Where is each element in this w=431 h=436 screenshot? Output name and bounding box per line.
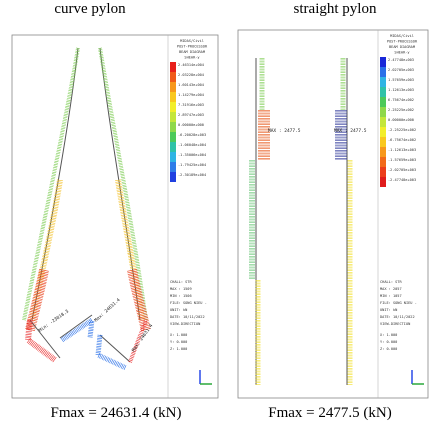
legend-header: SHEAR-y <box>184 56 200 60</box>
legend-swatch <box>380 137 386 147</box>
legend-label: -1.12613e+003 <box>388 148 416 152</box>
legend-swatch <box>170 142 176 152</box>
legend-label: -2.02705e+003 <box>388 168 416 172</box>
legend-header: MIDAS/Civil <box>390 34 414 38</box>
info-text: VIEW-DIRECTION <box>380 322 410 326</box>
legend-label: 1.60143e+004 <box>178 83 204 87</box>
info-text: X: 1.000 <box>380 333 397 337</box>
legend-swatch <box>380 177 386 187</box>
legend-header: MIDAS/Civil <box>180 39 204 43</box>
legend-label: 1.12613e+003 <box>388 88 414 92</box>
legend-swatch <box>380 117 386 127</box>
legend-label: 2.89747e+003 <box>178 113 204 117</box>
legend-label: -2.25225e+002 <box>388 128 416 132</box>
legend-label: -2.47748e+003 <box>388 178 416 182</box>
info-text: MAX : 1509 <box>170 287 192 291</box>
legend-label: -6.20028e+003 <box>178 133 206 137</box>
legend-swatch <box>170 92 176 102</box>
legend-header: BEAM DIAGRAM <box>389 45 416 49</box>
info-text: MAX : 2057 <box>380 287 402 291</box>
legend-label: 7.31916e+003 <box>178 103 204 107</box>
legend-swatch <box>170 112 176 122</box>
legend-header: BEAM DIAGRAM <box>179 50 206 54</box>
legend-swatch <box>170 102 176 112</box>
legend-label: -1.35006e+004 <box>178 153 206 157</box>
legend-label: 2.46314e+004 <box>178 63 204 67</box>
legend-swatch <box>170 62 176 72</box>
info-text: CHALL: STR <box>170 280 192 284</box>
info-text: FILE: SONG NIEU - <box>380 301 417 305</box>
legend-swatch <box>380 157 386 167</box>
legend-swatch <box>170 152 176 162</box>
info-text: MIN : 1506 <box>170 294 192 298</box>
info-text: Z: 1.000 <box>170 347 187 351</box>
info-text: VIEW-DIRECTION <box>170 322 200 326</box>
legend-swatch <box>380 87 386 97</box>
panel-caption: Fmax = 24631.4 (kN) <box>51 405 182 421</box>
annotation: MAX : 2477.5 <box>334 128 367 134</box>
info-text: DATE: 10/11/2022 <box>170 315 205 319</box>
info-text: DATE: 10/11/2022 <box>380 315 415 319</box>
legend-swatch <box>170 122 176 132</box>
panel-frame <box>238 30 428 398</box>
panel-caption: Fmax = 2477.5 (kN) <box>268 405 391 421</box>
info-text: Y: 0.000 <box>380 340 397 344</box>
info-text: X: 1.000 <box>170 333 187 337</box>
legend-swatch <box>170 172 176 182</box>
legend-swatch <box>380 127 386 137</box>
info-text: Z: 0.000 <box>380 347 397 351</box>
legend-header: SHEAR-y <box>394 51 410 55</box>
legend-label: 1.14279e+004 <box>178 93 204 97</box>
figure: curve pylon Fmax = 24631.4 (kN) MIDAS/Civi… <box>0 0 431 436</box>
legend-swatch <box>170 132 176 142</box>
legend-label: -1.06048e+004 <box>178 143 206 147</box>
legend-swatch <box>170 82 176 92</box>
legend-swatch <box>380 147 386 157</box>
legend-label: 2.02705e+003 <box>388 68 414 72</box>
info-text: CHALL: STR <box>380 280 402 284</box>
legend-label: -1.79425e+004 <box>178 163 206 167</box>
panel-title: curve pylon <box>54 1 126 17</box>
legend-label: 2.25225e+002 <box>388 108 414 112</box>
legend-label: 0.00000e+000 <box>178 123 204 127</box>
page: {"panels": [ {"title": "curve pylon", "c… <box>0 0 431 436</box>
legend-label: -1.57659e+003 <box>388 158 416 162</box>
legend-label: 6.75674e+002 <box>388 98 414 102</box>
legend-swatch <box>380 77 386 87</box>
info-text: UNIT: kN <box>380 308 397 312</box>
legend-swatch <box>380 107 386 117</box>
legend-swatch <box>170 162 176 172</box>
info-text: UNIT: kN <box>170 308 187 312</box>
legend-header: POST-PROCESSOR <box>177 45 208 49</box>
legend-swatch <box>380 57 386 67</box>
legend-swatch <box>170 72 176 82</box>
legend-header: POST-PROCESSOR <box>387 40 418 44</box>
legend-swatch <box>380 167 386 177</box>
legend-label: 2.03228e+004 <box>178 73 204 77</box>
annotation: MAX : 2477.5 <box>268 128 301 134</box>
legend-label: 2.47748e+003 <box>388 58 414 62</box>
legend-label: -6.75674e+002 <box>388 138 416 142</box>
info-text: Y: 0.000 <box>170 340 187 344</box>
legend-label: 1.57659e+003 <box>388 78 414 82</box>
info-text: FILE: SONG NIEU - <box>170 301 207 305</box>
legend-label: 0.00000e+000 <box>388 118 414 122</box>
legend-label: -2.30189e+004 <box>178 173 206 177</box>
legend-swatch <box>380 67 386 77</box>
panel-title: straight pylon <box>294 1 377 17</box>
info-text: MIN : 1057 <box>380 294 402 298</box>
legend-swatch <box>380 97 386 107</box>
